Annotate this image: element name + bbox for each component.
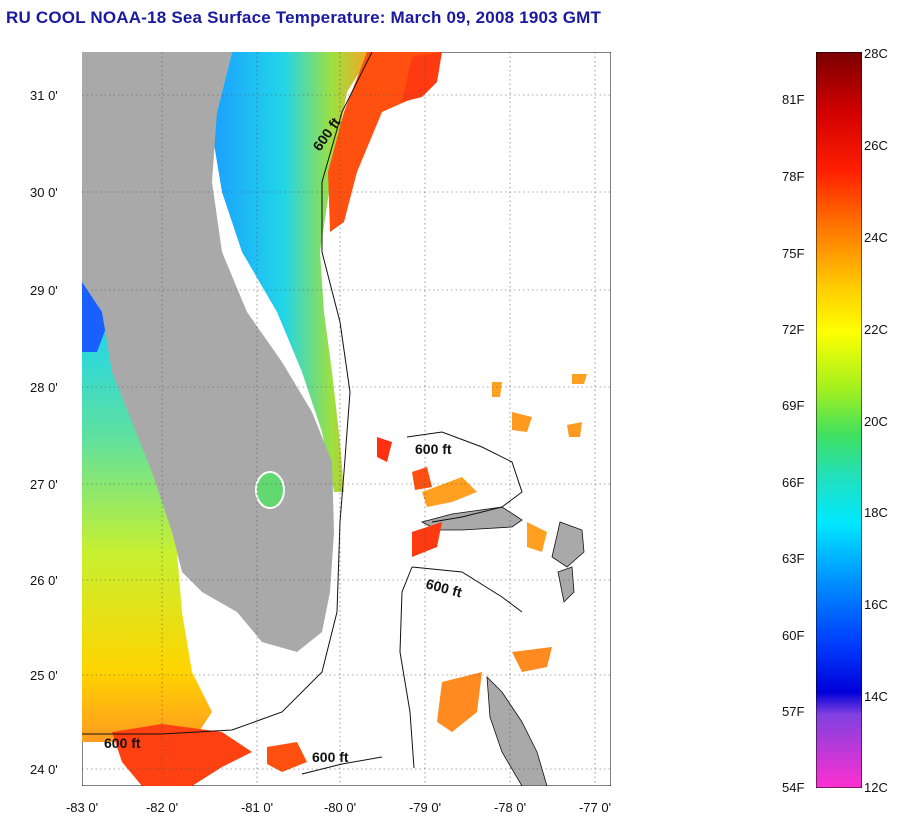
lat-label-29: 29 0' xyxy=(30,283,58,298)
colorbar-f-66: 66F xyxy=(782,475,805,490)
colorbar-c-20: 20C xyxy=(864,414,888,429)
temperature-colorbar xyxy=(816,52,862,788)
eleuthera-land xyxy=(557,566,575,603)
lon-label-82: -82 0' xyxy=(145,800,179,815)
lat-label-28: 28 0' xyxy=(30,380,58,395)
colorbar-f-81: 81F xyxy=(782,92,805,107)
lat-label-25: 25 0' xyxy=(30,668,58,683)
colorbar-c-28: 28C xyxy=(864,46,888,61)
lon-label-81: -81 0' xyxy=(240,800,274,815)
lon-label-79: -79 0' xyxy=(408,800,442,815)
bahamas-sst-patches xyxy=(267,374,587,764)
abaco-land xyxy=(551,521,585,568)
colorbar-f-54: 54F xyxy=(782,780,805,795)
colorbar-f-72: 72F xyxy=(782,322,805,337)
colorbar-c-16: 16C xyxy=(864,597,888,612)
lat-label-24: 24 0' xyxy=(30,762,58,777)
colorbar-c-22: 22C xyxy=(864,322,888,337)
lon-label-78: -78 0' xyxy=(493,800,527,815)
colorbar-c-14: 14C xyxy=(864,689,888,704)
keys-warm-water xyxy=(112,724,252,786)
lat-label-26: 26 0' xyxy=(30,573,58,588)
colorbar-f-57: 57F xyxy=(782,704,805,719)
lon-label-83: -83 0' xyxy=(65,800,99,815)
colorbar-c-24: 24C xyxy=(864,230,888,245)
colorbar-f-60: 60F xyxy=(782,628,805,643)
colorbar-f-78: 78F xyxy=(782,169,805,184)
map-graticule xyxy=(82,52,611,786)
grand-bahama-land xyxy=(420,506,523,531)
colorbar-c-26: 26C xyxy=(864,138,888,153)
depth-contours xyxy=(82,52,523,775)
lon-label-80: -80 0' xyxy=(323,800,357,815)
lat-label-27: 27 0' xyxy=(30,477,58,492)
lon-label-77: -77 0' xyxy=(578,800,612,815)
colorbar-c-12: 12C xyxy=(864,780,888,795)
map-title: RU COOL NOAA-18 Sea Surface Temperature:… xyxy=(6,8,602,27)
colorbar-f-69: 69F xyxy=(782,398,805,413)
lat-label-30: 30 0' xyxy=(30,185,58,200)
gulf-stream-patch xyxy=(402,52,442,102)
colorbar-f-75: 75F xyxy=(782,246,805,261)
contour-label-600ft-south-west: 600 ft xyxy=(104,735,141,751)
sst-map: 600 ft 600 ft 600 ft 600 ft 600 ft xyxy=(82,52,611,786)
gulf-of-mexico-sst xyxy=(82,272,212,742)
contour-label-600ft-bahamas: 600 ft xyxy=(415,441,452,457)
lat-label-31: 31 0' xyxy=(30,88,58,103)
colorbar-c-18: 18C xyxy=(864,505,888,520)
colorbar-f-63: 63F xyxy=(782,551,805,566)
lake-okeechobee xyxy=(255,471,285,509)
andros-land xyxy=(486,675,548,786)
contour-label-600ft-south: 600 ft xyxy=(312,749,349,765)
